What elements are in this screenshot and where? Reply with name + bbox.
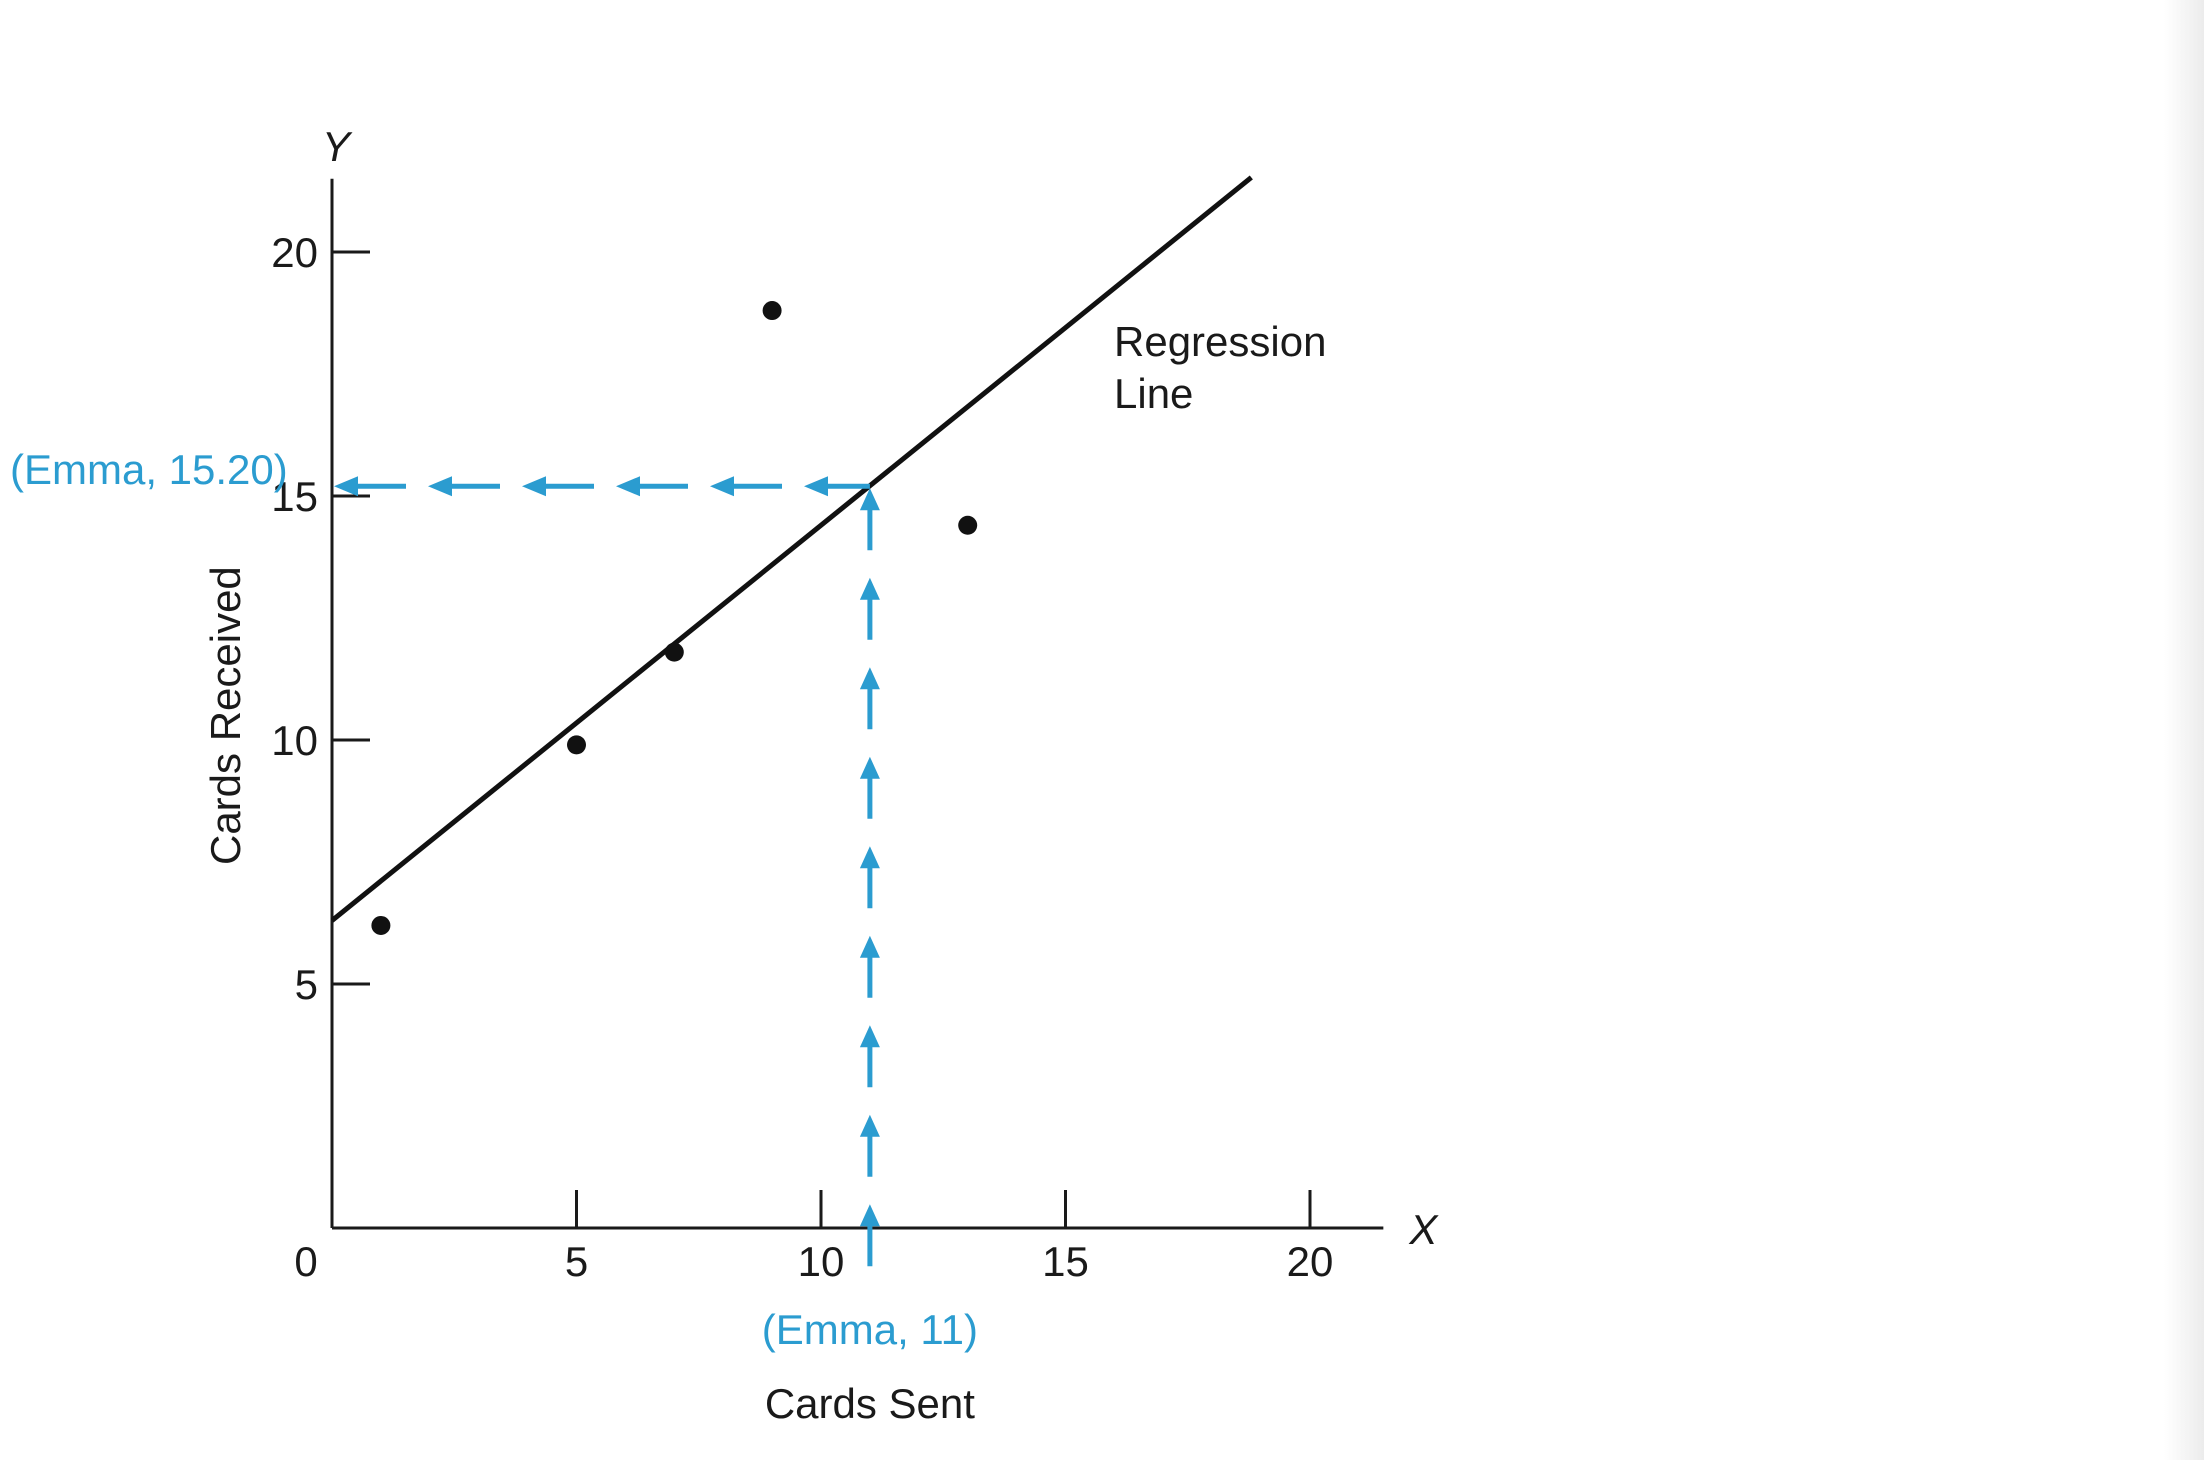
page-edge-shadow <box>2164 0 2204 1460</box>
vertical-arrowhead <box>859 1025 880 1048</box>
y-tick-label: 20 <box>271 229 318 276</box>
vertical-arrowhead <box>859 488 880 511</box>
y-axis-letter: Y <box>322 123 353 170</box>
regression-line <box>330 175 1253 923</box>
x-axis-label: Cards Sent <box>765 1380 975 1427</box>
vertical-arrowhead <box>859 577 880 600</box>
regression-label-line2: Line <box>1114 370 1193 417</box>
axis-ticks: 5 10 15 20 5 10 15 20 <box>271 229 1333 1285</box>
origin-label: 0 <box>294 1238 317 1285</box>
y-axis-label: Cards Received <box>202 566 249 865</box>
data-point <box>371 915 391 935</box>
vertical-arrowhead <box>859 1114 880 1137</box>
horizontal-arrowhead <box>804 476 828 497</box>
horizontal-arrowhead <box>522 476 546 497</box>
data-point <box>958 515 978 535</box>
y-tick-label: 5 <box>295 961 318 1008</box>
horizontal-arrowhead <box>334 476 358 497</box>
data-point <box>567 735 586 755</box>
x-tick-label: 5 <box>565 1238 588 1285</box>
data-point <box>762 301 782 321</box>
y-tick-label: 15 <box>271 473 318 520</box>
data-point <box>664 642 684 662</box>
regression-label-line1: Regression <box>1114 318 1326 365</box>
axes: Y X 0 <box>294 123 1439 1285</box>
x-tick-label: 10 <box>798 1238 845 1285</box>
vertical-arrowhead <box>859 935 880 958</box>
x-axis-letter: X <box>1408 1206 1439 1253</box>
vertical-arrowhead <box>859 846 880 869</box>
vertical-arrowhead <box>859 1204 880 1227</box>
vertical-arrowhead <box>859 756 880 779</box>
prediction-y-annotation: (Emma, 15.20) <box>10 446 288 493</box>
regression-line-label: Regression Line <box>1114 318 1326 417</box>
x-tick-label: 20 <box>1287 1238 1334 1285</box>
vertical-arrowhead <box>859 667 880 690</box>
y-tick-label: 10 <box>271 717 318 764</box>
x-tick-label: 15 <box>1042 1238 1089 1285</box>
horizontal-arrowhead <box>616 476 640 497</box>
horizontal-arrowhead <box>428 476 452 497</box>
prediction-x-annotation: (Emma, 11) <box>762 1306 978 1353</box>
data-points <box>371 301 978 935</box>
horizontal-arrowhead <box>710 476 734 497</box>
prediction-arrows <box>334 476 880 1267</box>
